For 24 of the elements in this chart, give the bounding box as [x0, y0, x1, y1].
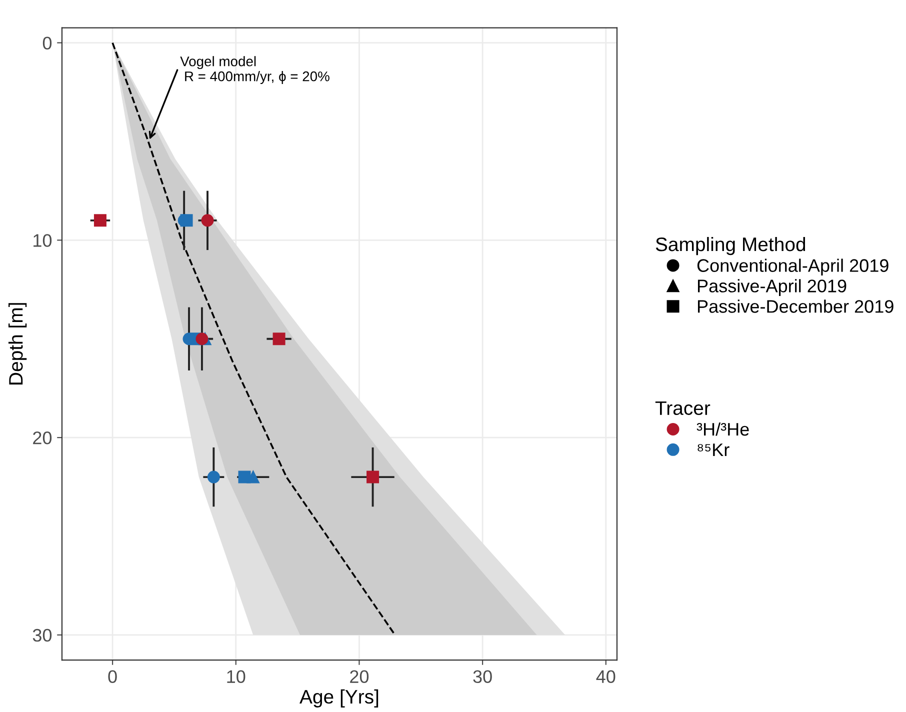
line-series [112, 42, 396, 636]
point [366, 470, 380, 484]
text: Tracer [655, 401, 710, 416]
point [207, 470, 220, 484]
y-tick-label: 20 [33, 431, 52, 444]
legend-label: ⁸⁵Kr [698, 444, 730, 456]
x-tick-label: 10 [227, 670, 246, 684]
y-tick-label: 30 [32, 628, 52, 642]
annotation: Vogel model R = 400mm/yr, ϕ = 20% [180, 56, 330, 84]
legend-label: ³H/³He [696, 422, 749, 436]
x-axis-title: Age [Yrs] [300, 689, 378, 708]
y-tick-label: 10 [34, 234, 52, 247]
x-tick-label: 40 [596, 670, 616, 684]
text: Sampling Method [656, 236, 806, 256]
y-axis-title: Depth [m] [8, 303, 27, 384]
text: Passive-April 2019 [698, 279, 846, 296]
text: Passive-December 2019 [698, 300, 894, 313]
y-tick-label: 0 [42, 36, 52, 50]
text: Conventional-April 2019 [697, 258, 888, 276]
x-tick-label: 20 [350, 670, 369, 684]
point [272, 332, 286, 346]
x-tick-label: 0 [108, 670, 117, 684]
point [94, 214, 106, 227]
x-tick-label: 30 [473, 670, 492, 684]
